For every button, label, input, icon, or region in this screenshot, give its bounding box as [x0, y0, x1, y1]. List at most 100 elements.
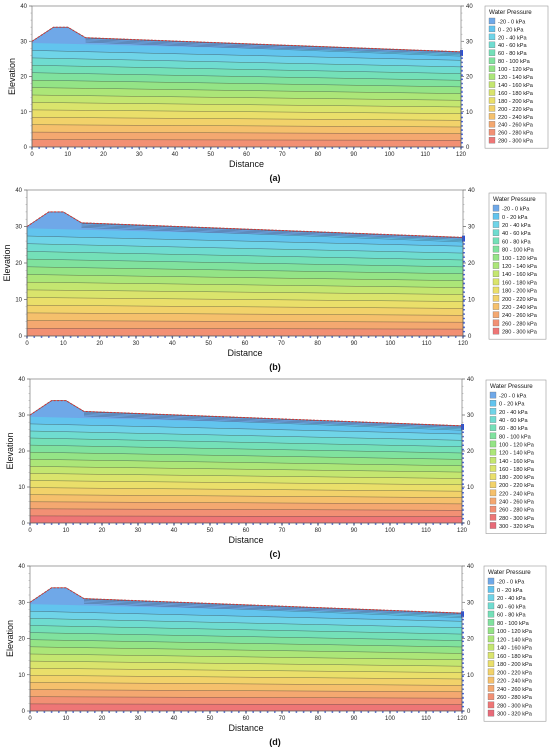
right-boundary-marker [462, 653, 464, 656]
legend-swatch [489, 457, 497, 464]
contour-line [27, 266, 463, 275]
y-tick-label-right: 20 [467, 637, 474, 643]
right-boundary-marker [462, 640, 464, 643]
right-head-marker [461, 611, 464, 618]
y-tick-label-left: 0 [22, 709, 26, 715]
legend-swatch [489, 465, 497, 472]
legend-label: 20 - 40 kPa [502, 223, 531, 229]
legend: Water Pressure -20 - 0 kPa 0 - 20 kPa 20 - … [485, 379, 547, 534]
pressure-band-15 [30, 703, 462, 711]
legend-label: 100 - 120 kPa [497, 629, 533, 635]
legend-swatch [489, 432, 497, 440]
legend-label: 20 - 40 kPa [499, 410, 528, 416]
contour-line [30, 675, 462, 680]
surface-mesh-line [83, 601, 462, 617]
right-boundary-marker [462, 461, 464, 464]
legend-label: -20 - 0 kPa [498, 19, 526, 25]
x-tick-label: 50 [207, 528, 214, 534]
contour-line [32, 102, 461, 108]
legend-swatch [488, 41, 496, 48]
legend-label: 240 - 260 kPa [498, 123, 534, 129]
right-boundary-marker [462, 679, 464, 682]
legend-swatch [492, 327, 500, 335]
contour-line [30, 444, 462, 454]
legend-label: 0 - 20 kPa [499, 402, 525, 408]
legend-swatch [487, 685, 495, 692]
legend-swatch [488, 137, 496, 144]
y-axis-label: Elevation [7, 58, 17, 95]
x-tick-label: 60 [242, 341, 249, 347]
right-boundary-marker [462, 504, 464, 507]
contour-line [30, 473, 462, 479]
right-head-marker [461, 424, 464, 430]
x-tick-label: 90 [351, 528, 358, 534]
legend-label: 260 - 280 kPa [498, 131, 534, 137]
legend-swatch [489, 489, 497, 497]
surface-mesh-line [85, 39, 461, 54]
y-tick-label-right: 30 [466, 39, 473, 45]
x-tick-label: 110 [422, 341, 432, 347]
legend-swatch [488, 121, 496, 128]
x-tick-label: 50 [207, 152, 214, 158]
right-boundary-marker [463, 317, 465, 320]
x-tick-label: 60 [243, 528, 250, 534]
legend-label: 240 - 260 kPa [497, 687, 533, 693]
contour-line [32, 57, 461, 68]
contour-line [30, 515, 462, 517]
legend-swatch [492, 278, 500, 286]
legend-swatch [489, 440, 497, 448]
y-tick-label-left: 10 [18, 485, 25, 491]
x-tick-label: 120 [458, 341, 469, 347]
right-boundary-marker [462, 474, 464, 477]
y-tick-label-right: 10 [467, 673, 474, 679]
x-tick-label: 60 [243, 152, 250, 158]
legend-swatch [487, 635, 495, 643]
legend-swatch [492, 262, 500, 269]
right-boundary-marker [462, 513, 464, 516]
contour-line [27, 235, 463, 247]
surface-mesh-line [81, 223, 463, 239]
right-head-marker [460, 50, 463, 57]
x-axis-label: Distance [227, 348, 262, 358]
x-tick-label: 30 [133, 341, 140, 347]
legend-swatch [489, 448, 497, 456]
right-boundary-marker [462, 649, 464, 651]
legend-swatch [489, 514, 497, 521]
pressure-field [32, 27, 461, 148]
right-boundary-marker [461, 69, 463, 72]
right-boundary-marker [461, 86, 463, 89]
x-tick-label: 60 [243, 716, 250, 722]
y-tick-label-left: 30 [18, 413, 25, 419]
legend-swatch [487, 668, 495, 676]
right-boundary-marker [462, 675, 464, 678]
y-tick-label-right: 30 [467, 600, 474, 606]
right-boundary-marker [461, 120, 463, 123]
contour-line [32, 94, 461, 101]
legend-label: 140 - 160 kPa [498, 83, 534, 89]
contour-line [30, 494, 462, 498]
x-tick-label: 40 [171, 528, 178, 534]
y-tick-label-left: 40 [18, 564, 25, 570]
right-boundary-marker [462, 705, 464, 708]
right-boundary-marker [462, 662, 464, 665]
pressure-field [30, 587, 462, 711]
legend-swatch [487, 693, 495, 700]
surface-boundary [29, 400, 463, 427]
y-tick-label-right: 40 [467, 377, 474, 383]
legend-swatch [487, 602, 495, 610]
y-tick-label-left: 20 [15, 261, 22, 267]
x-tick-label: 30 [135, 528, 142, 534]
legend-swatch [489, 505, 497, 513]
right-boundary-marker [462, 509, 464, 511]
y-tick-label-right: 10 [466, 110, 473, 116]
right-boundary-marker [463, 295, 465, 298]
contour-line [30, 639, 462, 648]
x-tick-label: 90 [351, 716, 358, 722]
contour-line [32, 131, 461, 134]
legend-label: 220 - 240 kPa [497, 679, 533, 685]
contour-line [30, 667, 462, 673]
right-boundary-marker [461, 137, 463, 140]
legend-swatch [487, 577, 495, 585]
